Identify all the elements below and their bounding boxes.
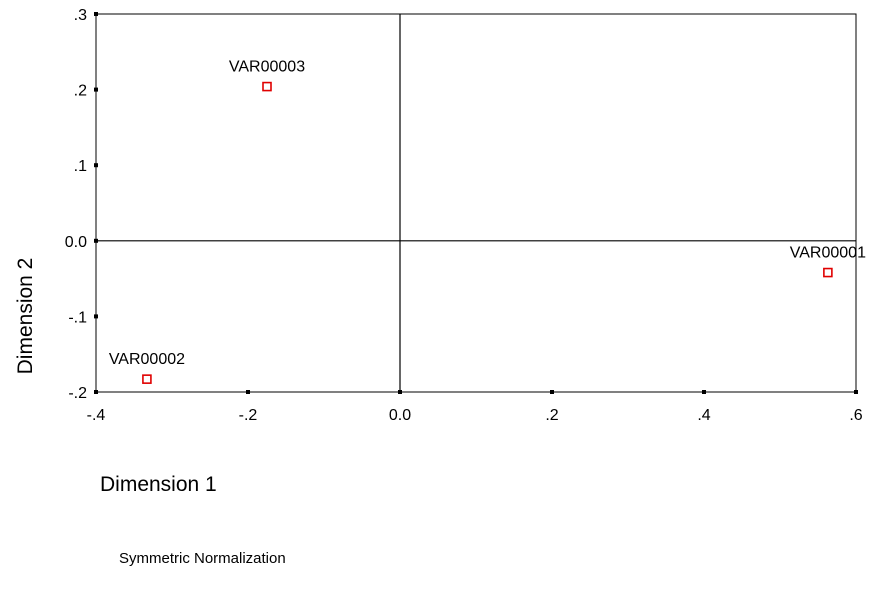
point-marker bbox=[262, 81, 272, 92]
x-axis-title: Dimension 1 bbox=[100, 473, 217, 496]
data-point-var00003: VAR00003 bbox=[229, 59, 305, 92]
y-axis-title: Dimension 2 bbox=[14, 258, 37, 375]
x-tick-label: -.2 bbox=[239, 407, 258, 424]
plot-frame bbox=[95, 13, 857, 393]
point-marker bbox=[823, 267, 833, 278]
x-tick-mark bbox=[550, 390, 554, 394]
x-tick-mark bbox=[246, 390, 250, 394]
y-tick-mark bbox=[94, 314, 98, 319]
y-tick-mark bbox=[94, 12, 98, 16]
plot-area bbox=[95, 13, 857, 393]
y-tick-label: 0.0 bbox=[65, 234, 87, 251]
x-tick-label: 0.0 bbox=[389, 407, 411, 424]
y-tick-mark bbox=[94, 238, 98, 243]
x-axis: -.4 -.2 0.0 .2 .4 .6 bbox=[87, 390, 863, 424]
y-tick-mark bbox=[94, 163, 98, 168]
x-tick-mark bbox=[702, 390, 706, 394]
point-label: VAR00001 bbox=[790, 245, 866, 262]
x-tick-mark bbox=[398, 390, 402, 394]
y-tick-label: -.1 bbox=[68, 309, 87, 326]
x-tick-label: .6 bbox=[849, 407, 862, 424]
point-label: VAR00003 bbox=[229, 59, 305, 76]
x-tick-label: .4 bbox=[697, 407, 710, 424]
data-point-var00001: VAR00001 bbox=[790, 245, 866, 278]
normalization-footnote: Symmetric Normalization bbox=[119, 550, 286, 567]
y-tick-label: .2 bbox=[74, 83, 87, 100]
y-tick-label: -.2 bbox=[68, 385, 87, 402]
y-tick-label: .1 bbox=[74, 158, 87, 175]
point-marker bbox=[142, 374, 152, 384]
point-label: VAR00002 bbox=[109, 351, 185, 368]
data-points: VAR00001 VAR00002 VAR00003 bbox=[109, 59, 866, 384]
x-tick-mark bbox=[94, 390, 98, 394]
x-tick-label: -.4 bbox=[87, 407, 106, 424]
x-tick-mark bbox=[854, 390, 858, 394]
y-tick-mark bbox=[94, 87, 98, 92]
data-point-var00002: VAR00002 bbox=[109, 351, 185, 384]
y-tick-label: .3 bbox=[74, 7, 87, 24]
y-axis: .3 .2 .1 0.0 -.1 -.2 bbox=[65, 7, 98, 402]
x-tick-label: .2 bbox=[545, 407, 558, 424]
